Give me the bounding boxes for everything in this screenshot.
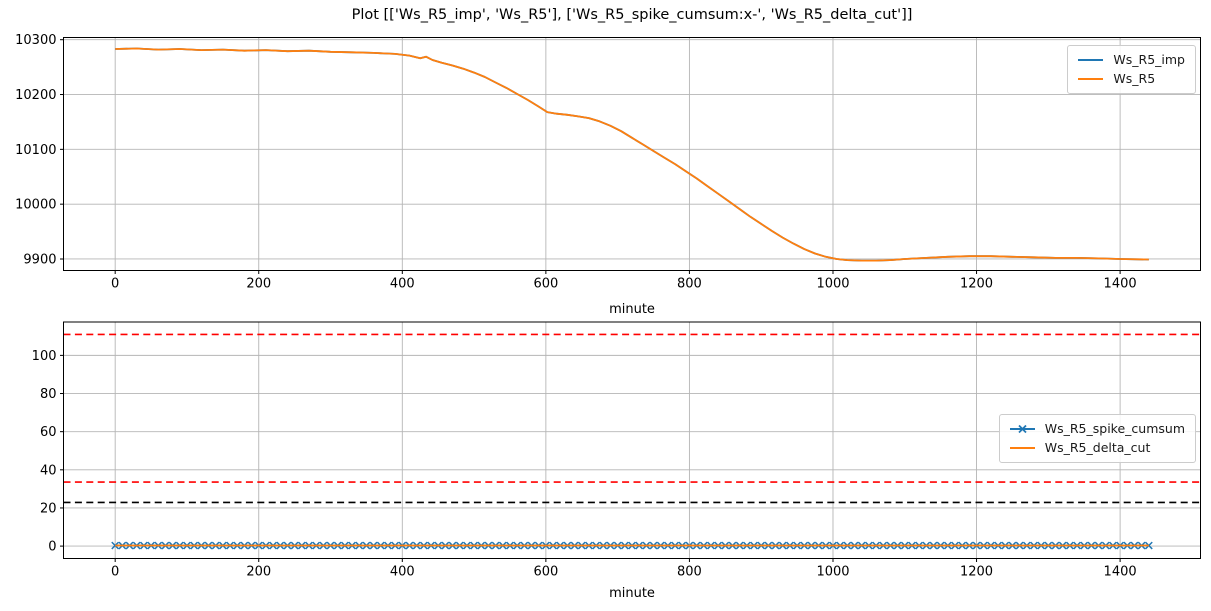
bottom-legend: Ws_R5_spike_cumsum Ws_R5_delta_cut: [998, 414, 1196, 463]
legend-line-ws-r5: [1078, 78, 1104, 80]
x-tick-label: 200: [246, 277, 271, 292]
figure-title: Plot [['Ws_R5_imp', 'Ws_R5'], ['Ws_R5_sp…: [351, 7, 913, 23]
x-tick-label: 1400: [1104, 277, 1137, 292]
y-tick-label: 0: [48, 540, 56, 555]
y-tick-label: 10300: [15, 33, 56, 48]
y-tick-label: 60: [40, 425, 57, 440]
top-legend: Ws_R5_imp Ws_R5: [1067, 45, 1196, 94]
x-marker: [1144, 541, 1153, 550]
y-tick-label: 10000: [15, 198, 56, 213]
legend-line-x-marker-ws-r5-spike-cumsum: [1009, 424, 1035, 434]
y-tick-label: 9900: [23, 252, 56, 267]
series-Ws_R5: [115, 47, 1149, 262]
x-tick-label: 1000: [816, 277, 849, 292]
x-tick-label: 600: [533, 277, 558, 292]
bottom-xaxis-label: minute: [609, 586, 655, 601]
legend-label-ws-r5-delta-cut: Ws_R5_delta_cut: [1044, 440, 1151, 455]
x-tick-label: 400: [390, 277, 415, 292]
x-tick-label: 1200: [960, 565, 993, 580]
x-tick-label: 0: [111, 277, 119, 292]
y-tick-label: 80: [40, 387, 57, 402]
legend-label-ws-r5: Ws_R5: [1113, 71, 1156, 86]
legend-item-ws-r5-imp: Ws_R5_imp: [1077, 52, 1185, 68]
x-tick-label: 200: [246, 565, 271, 580]
axes-frame: [63, 37, 1201, 271]
y-tick-label: 100: [32, 349, 57, 364]
legend-line-ws-r5-imp: [1078, 59, 1104, 61]
legend-item-ws-r5-spike-cumsum: Ws_R5_spike_cumsum: [1009, 421, 1185, 437]
series-Ws_R5_imp: [115, 47, 1149, 262]
y-tick-label: 10100: [15, 143, 56, 158]
legend-item-ws-r5: Ws_R5: [1077, 71, 1185, 87]
y-tick-label: 20: [40, 501, 57, 516]
x-tick-label: 1200: [960, 277, 993, 292]
x-tick-label: 1000: [816, 565, 849, 580]
x-marker: [111, 541, 120, 550]
y-tick-label: 40: [40, 463, 57, 478]
legend-label-ws-r5-spike-cumsum: Ws_R5_spike_cumsum: [1044, 421, 1185, 436]
x-tick-label: 1400: [1104, 565, 1137, 580]
axes-frame: [63, 321, 1201, 559]
x-tick-label: 400: [390, 565, 415, 580]
y-tick-label: 10200: [15, 88, 56, 103]
legend-item-ws-r5-delta-cut: Ws_R5_delta_cut: [1009, 440, 1185, 456]
legend-line-ws-r5-delta-cut: [1009, 447, 1035, 449]
x-tick-label: 0: [111, 565, 119, 580]
x-tick-label: 800: [677, 277, 702, 292]
top-xaxis-label: minute: [609, 302, 655, 317]
x-tick-label: 600: [533, 565, 558, 580]
legend-label-ws-r5-imp: Ws_R5_imp: [1113, 52, 1185, 67]
x-tick-label: 800: [677, 565, 702, 580]
